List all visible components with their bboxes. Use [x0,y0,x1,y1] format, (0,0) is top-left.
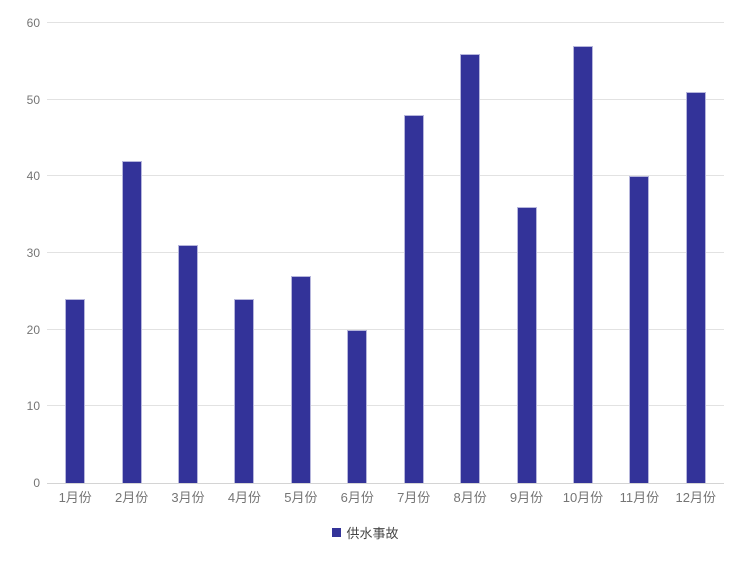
x-tick-label-4月份: 4月份 [227,490,262,505]
x-tick-label-3月份: 3月份 [171,490,205,505]
x-tick-label-10月份: 10月份 [562,490,604,505]
gridline-y-50 [47,98,724,100]
y-tick-label-60: 60 [26,16,40,30]
bar-7月份 [403,115,424,483]
x-tick-label-6月份: 6月份 [340,490,374,505]
bar-1月份 [65,299,86,483]
plot-area [47,22,724,484]
bar-5月份 [290,276,311,483]
bar-10月份 [572,46,593,483]
x-tick-label-5月份: 5月份 [284,490,318,505]
bar-2月份 [121,161,142,483]
x-tick-label-7月份: 7月份 [397,490,431,505]
gridline-y-20 [47,328,724,330]
x-tick-label-12月份: 12月份 [675,490,717,505]
y-tick-label-40: 40 [26,169,40,184]
y-tick-label-30: 30 [26,246,40,260]
bar-11月份 [629,176,650,483]
y-tick-label-10: 10 [26,399,40,414]
legend-swatch-icon [332,528,342,537]
gridline-y-0 [47,483,724,484]
bar-3月份 [178,245,199,483]
bar-6月份 [347,329,368,483]
gridline-y-40 [47,175,724,177]
gridline-y-60 [47,22,724,23]
x-tick-label-8月份: 8月份 [453,490,487,505]
y-tick-label-50: 50 [26,92,40,107]
bar-8月份 [460,53,481,483]
x-tick-label-11月份: 11月份 [619,490,660,505]
bar-4月份 [234,299,255,483]
bar-12月份 [685,92,706,483]
gridline-y-30 [47,252,724,253]
bar-9月份 [516,207,537,483]
x-tick-label-1月份: 1月份 [58,490,92,505]
x-tick-label-2月份: 2月份 [114,490,149,505]
legend-label: 供水事故 [346,526,399,541]
legend: 供水事故 [0,523,731,542]
y-tick-label-20: 20 [26,322,40,337]
y-tick-label-0: 0 [33,476,40,490]
x-tick-label-9月份: 9月份 [509,490,544,505]
gridline-y-10 [47,405,724,407]
